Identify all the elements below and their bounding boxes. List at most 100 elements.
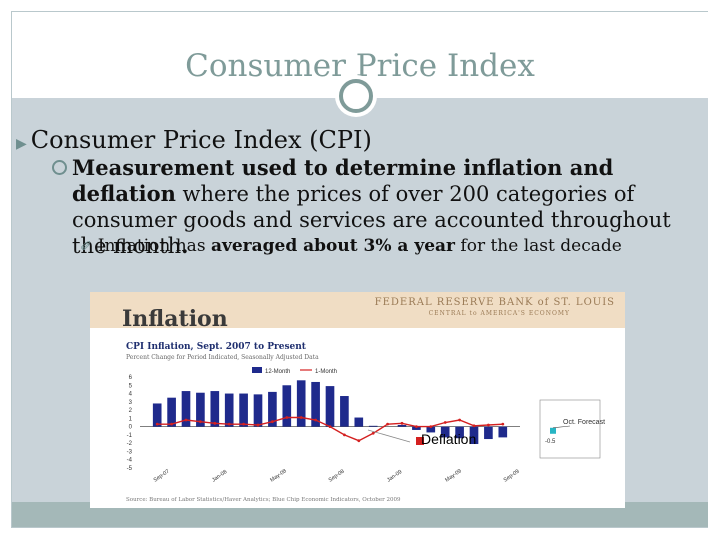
chart-title: CPI Inflation, Sept. 2007 to Present [126, 342, 306, 352]
forecast-annotation: Oct. Forecast [563, 419, 605, 426]
bar [484, 426, 493, 440]
y-tick-label: -3 [127, 449, 133, 455]
bullet-level2-rest: where the prices of over 200 categories … [72, 182, 671, 258]
bar [440, 426, 450, 438]
line-point [299, 416, 303, 419]
chart-banner: FEDERAL RESERVE BANK of ST. LOUIS CENTRA… [90, 292, 625, 328]
forecast-box [539, 399, 601, 459]
x-tick-label: May-08 [269, 468, 287, 483]
line-point [328, 425, 332, 429]
bullet-level2-bold-1: Measurement used to determine inflation … [72, 155, 614, 180]
legend-label-12-month: 12-Month [265, 369, 290, 375]
y-tick-label: 3 [129, 400, 133, 406]
bar [325, 386, 335, 427]
bar [469, 426, 479, 445]
line-point [155, 422, 159, 426]
bar [397, 424, 407, 427]
y-tick-label: -5 [127, 466, 133, 472]
line-point [227, 422, 231, 426]
bar [167, 397, 176, 427]
bullet-circle-icon [52, 160, 67, 175]
y-tick-label: -2 [127, 441, 133, 447]
forecast-marker [550, 427, 556, 434]
inflation-chart-image: FEDERAL RESERVE BANK of ST. LOUIS CENTRA… [90, 292, 625, 508]
chart-source: Source: Bureau of Labor Statistics/Haver… [126, 497, 401, 503]
bar [426, 426, 436, 433]
bar [196, 392, 205, 427]
bar [224, 393, 234, 427]
line-point [242, 422, 246, 426]
y-tick-label: 4 [129, 392, 133, 398]
line-point [443, 421, 447, 424]
line-point [170, 422, 173, 426]
forecast-value-label: -0.5 [545, 439, 556, 445]
line-point [501, 422, 505, 426]
ring-ornament-icon [339, 79, 373, 113]
bar [239, 393, 248, 427]
bar [282, 385, 292, 427]
deflation-pointer [367, 429, 411, 443]
x-tick-label: Sep-09 [503, 469, 521, 484]
chart-header: Inflation [122, 306, 228, 332]
y-tick-label: -4 [127, 458, 133, 464]
fed-bank-name: FEDERAL RESERVE BANK of ST. LOUIS [374, 297, 615, 308]
line-point [343, 433, 346, 437]
line-point [386, 422, 389, 426]
line-point [400, 421, 404, 425]
bar [498, 426, 508, 438]
bar [311, 381, 320, 427]
x-tick-label: Sep-08 [328, 469, 346, 484]
bar [354, 417, 364, 427]
line-point [458, 418, 461, 422]
line-point [429, 425, 433, 429]
bar [340, 396, 349, 427]
legend-swatch-12-month [252, 367, 262, 373]
line-point [472, 424, 476, 428]
bullet-pen-icon: ✐ [80, 239, 92, 255]
bar [455, 426, 464, 439]
x-tick-label: Jan-08 [211, 469, 228, 484]
bullet-level2-bold-2: deflation [72, 181, 176, 206]
line-point [357, 439, 361, 443]
bullet-level3-pre: Inflation has [97, 236, 211, 256]
y-tick-label: -1 [127, 433, 133, 439]
line-point [314, 418, 317, 422]
bullet-level3: ✐ Inflation has averaged about 3% a year … [80, 236, 622, 256]
bar [412, 426, 421, 430]
y-tick-label: 5 [129, 383, 133, 389]
y-tick-label: 2 [129, 408, 133, 414]
cpi-chart-svg: 6 5 4 3 2 1 0 -1 -2 -3 -4 -5 12-Month 1-Month Sep-07 Ja… [127, 367, 605, 484]
line-point [213, 421, 217, 425]
line-point [199, 420, 202, 424]
bullet-level2: Measurement used to determine inflation … [52, 155, 692, 259]
bar [368, 425, 378, 427]
bullet-level2-end: . [181, 233, 189, 258]
bar [253, 394, 263, 427]
bullet-level1-text: Consumer Price Index (CPI) [30, 126, 372, 154]
line-point [256, 423, 260, 427]
bar [296, 380, 306, 427]
y-tick-label: 0 [129, 425, 133, 431]
line-point [415, 425, 418, 429]
x-tick-label: May-09 [444, 468, 462, 483]
bar [210, 391, 220, 427]
chart-subtitle: Percent Change for Period Indicated, Sea… [126, 354, 319, 361]
bullet-level2-text: Measurement used to determine inflation … [72, 155, 692, 259]
x-tick-label: Jan-09 [386, 469, 403, 484]
bullet-level1: ▶ Consumer Price Index (CPI) [16, 126, 372, 154]
y-tick-label: 6 [129, 375, 133, 381]
line-point [487, 423, 490, 427]
x-tick-label: Sep-07 [153, 469, 171, 484]
bullet-arrow-icon: ▶ [16, 136, 27, 152]
y-tick-label: 1 [129, 416, 133, 422]
bar [268, 391, 277, 427]
deflation-marker [416, 437, 424, 445]
bullet-level3-post: for the last decade [455, 236, 622, 256]
forecast-leader-line [552, 425, 571, 429]
bar [181, 391, 191, 427]
bar [152, 403, 162, 427]
line-point [371, 431, 375, 435]
legend-label-1-month: 1-Month [315, 369, 337, 375]
fed-bank-subtitle: CENTRAL to AMERICA'S ECONOMY [428, 310, 570, 317]
